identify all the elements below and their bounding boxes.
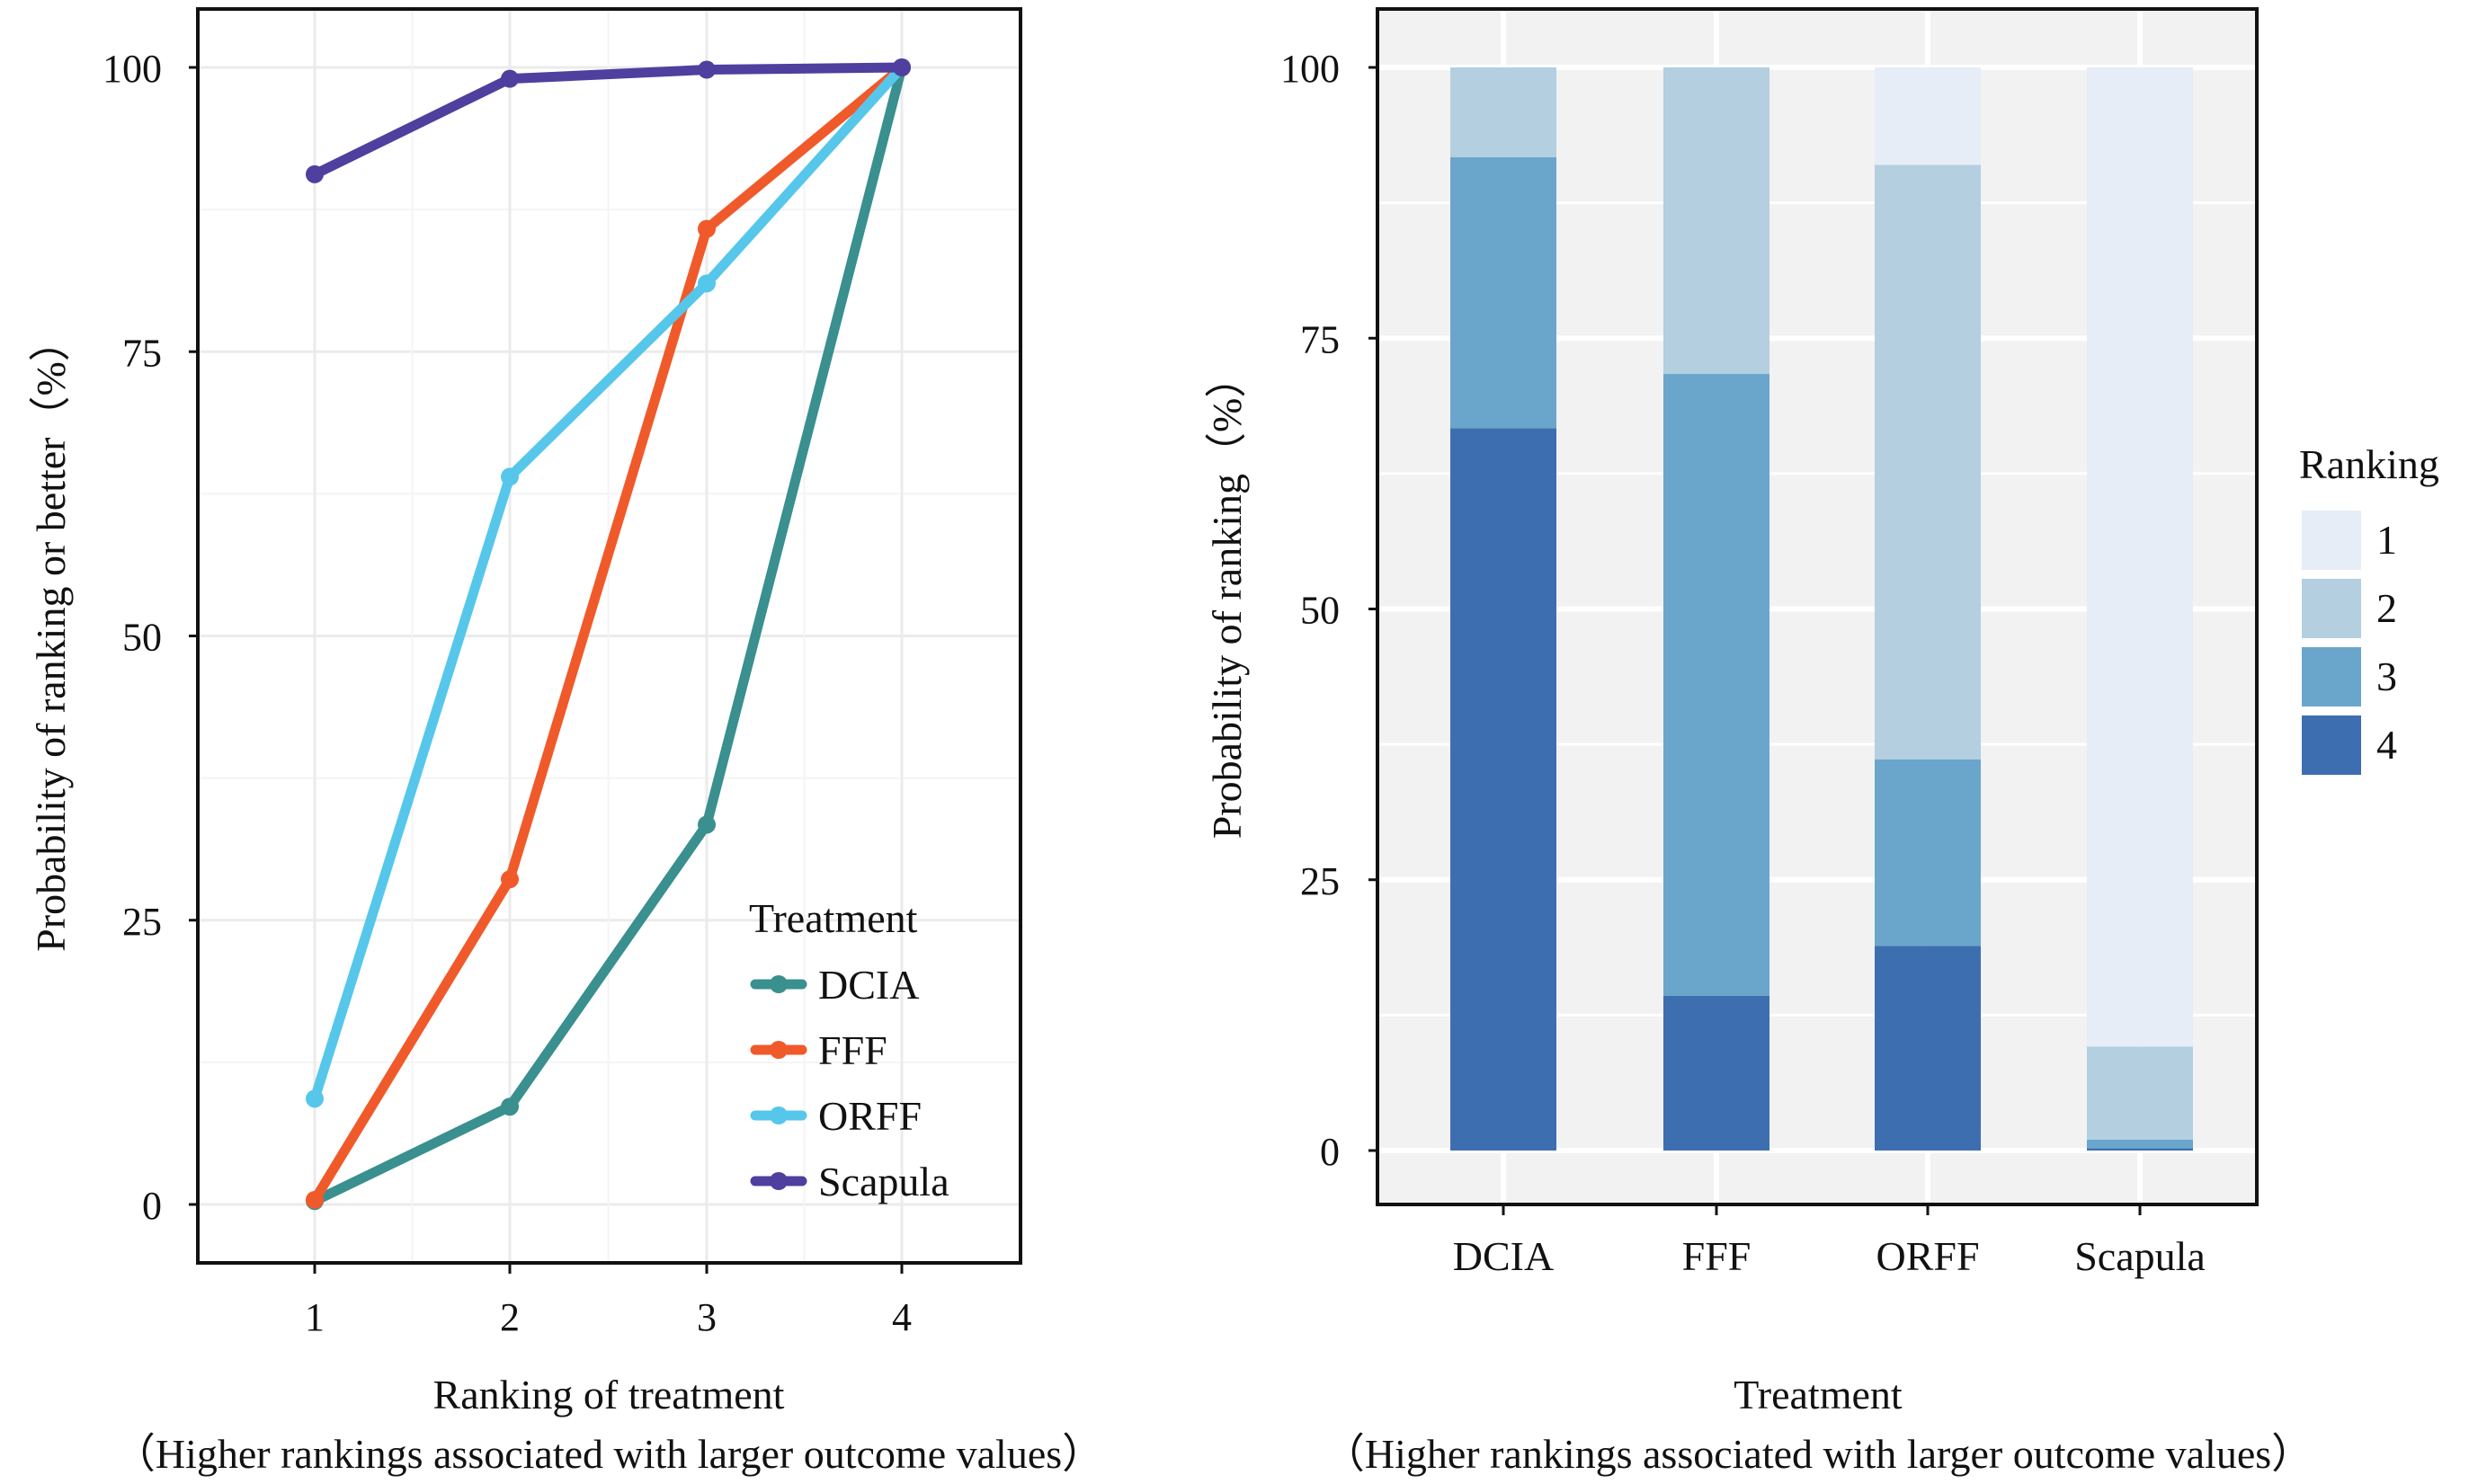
left-y-tick-label: 25 — [122, 900, 162, 944]
right-x-tick-label: DCIA — [1453, 1233, 1554, 1279]
data-point-fff — [501, 870, 519, 889]
legend-swatch-dot — [770, 1041, 788, 1059]
bar-segment-scapula-rank-2 — [2087, 1046, 2193, 1140]
series-line-scapula — [309, 62, 907, 180]
legend-label-rank-3: 3 — [2376, 653, 2397, 699]
right-y-tick-label: 75 — [1300, 317, 1340, 361]
legend-label-rank-1: 1 — [2376, 517, 2397, 563]
bar-segment-fff-rank-2 — [1663, 67, 1769, 375]
bar-segment-scapula-rank-4 — [2087, 1148, 2193, 1151]
left-x-tick-label: 1 — [305, 1295, 325, 1339]
data-point-orff — [698, 274, 716, 293]
ranking-legend: Ranking 1 2 3 4 — [2299, 441, 2439, 775]
legend-label-orff: ORFF — [818, 1093, 922, 1139]
legend-swatch-rank-4 — [2302, 715, 2361, 775]
bar-segment-orff-rank-3 — [1875, 759, 1981, 946]
legend-swatch-rank-3 — [2302, 647, 2361, 706]
right-x-tick-label: FFF — [1682, 1233, 1752, 1279]
left-x-axis-note: （Higher rankings associated with larger … — [114, 1431, 1103, 1477]
right-x-axis-label: Treatment — [1734, 1372, 1903, 1417]
series-line-fff — [309, 62, 907, 1205]
left-y-ticks: 0 25 50 75 100 — [103, 47, 198, 1228]
legend-swatch-dot — [770, 1172, 788, 1190]
legend-label-fff: FFF — [818, 1027, 887, 1073]
left-x-tick-label: 2 — [500, 1295, 520, 1339]
legend-label-dcia: DCIA — [818, 962, 919, 1008]
bar-segment-fff-rank-3 — [1663, 374, 1769, 996]
bar-segment-dcia-rank-4 — [1450, 428, 1556, 1151]
legend-label-rank-2: 2 — [2376, 585, 2397, 631]
data-point-scapula — [501, 69, 519, 88]
data-point-orff — [306, 1089, 324, 1108]
data-point-fff — [698, 219, 716, 238]
left-gridlines — [198, 9, 1021, 1263]
left-y-tick-label: 0 — [142, 1184, 162, 1228]
right-y-tick-label: 50 — [1300, 589, 1340, 633]
data-point-scapula — [306, 164, 324, 183]
left-y-axis-label: Probability of ranking or better（%） — [28, 320, 74, 952]
right-y-tick-label: 25 — [1300, 859, 1340, 903]
right-x-axis-note: （Higher rankings associated with larger … — [1324, 1431, 2313, 1477]
right-y-axis-label: Probability of ranking（%） — [1204, 357, 1250, 840]
left-x-axis-label: Ranking of treatment — [433, 1372, 785, 1417]
right-x-ticks: DCIA FFF ORFF Scapula — [1453, 1204, 2206, 1279]
data-point-dcia — [501, 1097, 519, 1116]
data-point-orff — [501, 467, 519, 486]
treatment-legend: Treatment DCIA FFF ORFF Scapula — [749, 895, 949, 1204]
series-line-orff — [309, 62, 907, 1104]
legend-swatch-dot — [770, 1106, 788, 1124]
bar-segment-dcia-rank-2 — [1450, 67, 1556, 158]
data-point-scapula — [698, 60, 716, 79]
legend-title: Treatment — [749, 895, 918, 941]
left-x-tick-label: 4 — [892, 1295, 912, 1339]
data-point-dcia — [698, 815, 716, 834]
right-x-tick-label: Scapula — [2074, 1233, 2206, 1279]
legend-label-rank-4: 4 — [2376, 722, 2397, 768]
data-point-fff — [306, 1190, 324, 1209]
bar-segment-fff-rank-4 — [1663, 995, 1769, 1151]
legend-swatch-rank-1 — [2302, 511, 2361, 570]
left-x-ticks: 1 2 3 4 — [305, 1263, 912, 1339]
left-y-tick-label: 100 — [103, 47, 162, 91]
bar-segment-orff-rank-1 — [1875, 67, 1981, 165]
legend-label-scapula: Scapula — [818, 1159, 949, 1204]
left-x-tick-label: 3 — [697, 1295, 717, 1339]
bar-segment-scapula-rank-1 — [2087, 67, 2193, 1047]
left-y-tick-label: 50 — [122, 616, 162, 660]
left-y-tick-label: 75 — [122, 331, 162, 375]
legend-swatch-rank-2 — [2302, 579, 2361, 638]
legend-swatch-dot — [770, 975, 788, 993]
data-point-scapula — [893, 58, 911, 76]
bar-segment-orff-rank-2 — [1875, 164, 1981, 760]
right-y-tick-label: 100 — [1280, 47, 1340, 91]
left-series-lines — [306, 58, 911, 1211]
right-plot-frame — [1376, 7, 2259, 1206]
series-line-dcia — [309, 62, 907, 1206]
right-y-tick-label: 0 — [1320, 1130, 1340, 1174]
ranking-probability-chart: 0 25 50 75 100 DCIA FFF ORFF Scapula Probabilit… — [1204, 7, 2439, 1477]
right-y-ticks: 0 25 50 75 100 — [1280, 47, 1377, 1174]
bar-segment-orff-rank-4 — [1875, 946, 1981, 1151]
cumulative-ranking-chart: 0 25 50 75 100 1 2 3 4 Probability of ranking o… — [28, 7, 1103, 1477]
bar-segment-scapula-rank-3 — [2087, 1139, 2193, 1149]
right-stacked-bars — [1450, 67, 2193, 1151]
legend-title: Ranking — [2299, 441, 2439, 487]
right-x-tick-label: ORFF — [1876, 1233, 1979, 1279]
bar-segment-dcia-rank-3 — [1450, 157, 1556, 429]
